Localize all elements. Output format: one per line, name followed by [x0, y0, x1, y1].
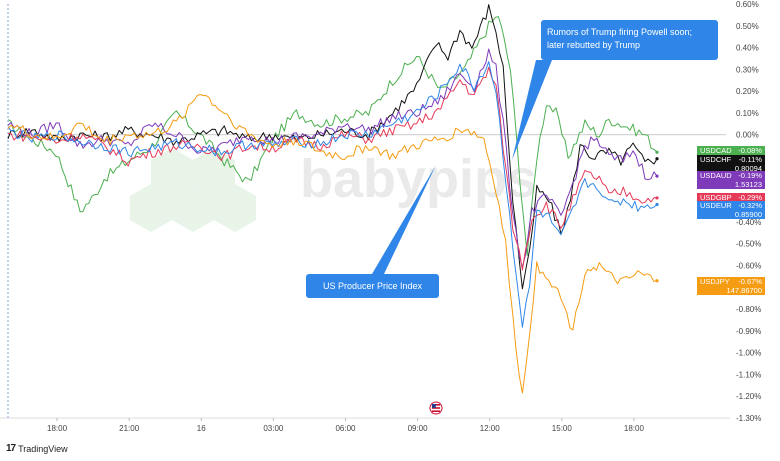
x-tick-label: 21:00 [119, 424, 140, 433]
tradingview-brand[interactable]: 17 TradingView [6, 443, 68, 454]
y-tick-label: 0.00% [736, 131, 759, 140]
series-tag-usdaud: USDAUD -0.19%1.53123 [697, 171, 765, 189]
series-tag-usdjpy: USDJPY -0.67%147.86700 [697, 277, 765, 295]
series-tag-usdeur: USDEUR -0.32%0.85900 [697, 201, 765, 219]
series-tag-price: 1.53123 [735, 180, 762, 189]
y-tick-label: -1.10% [736, 370, 761, 379]
series-line-usdchf[interactable] [7, 4, 658, 290]
series-tag-name: USDCHF [700, 155, 732, 164]
y-tick-label: -0.50% [736, 240, 761, 249]
y-tick-label: 0.20% [736, 87, 759, 96]
x-tick-label: 18:00 [624, 424, 645, 433]
y-tick-label: -1.20% [736, 392, 761, 401]
series-tag-usdcad: USDCAD -0.08% [697, 146, 765, 155]
series-line-usdcad[interactable] [7, 16, 658, 256]
series-tag-name: USDJPY [700, 277, 730, 286]
series-tag-usdchf: USDCHF -0.11%0.80094 [697, 155, 765, 173]
powell-annotation-line1: Rumors of Trump firing Powell soon; [547, 27, 692, 37]
x-tick-label: 12:00 [480, 424, 501, 433]
x-tick-label: 18:00 [47, 424, 68, 433]
us-flag-icon[interactable] [429, 401, 443, 415]
series-end-point-usdjpy [655, 279, 659, 283]
series-tag-value: -0.29% [738, 193, 762, 202]
series-tag-price: 0.80094 [735, 164, 762, 173]
series-tag-name: USDEUR [700, 201, 732, 210]
y-tick-label: 0.60% [736, 0, 759, 9]
y-tick-label: -0.60% [736, 261, 761, 270]
x-tick-label: 16 [197, 424, 206, 433]
y-tick-label: -0.80% [736, 305, 761, 314]
series-tag-name: USDAUD [700, 171, 732, 180]
series-end-point-usdeur [655, 202, 659, 207]
series-tag-value: -0.67% [738, 277, 762, 286]
series-tag-name: USDGBP [700, 193, 732, 202]
tradingview-logo-icon: 17 [6, 443, 16, 454]
y-tick-label: -1.30% [736, 414, 761, 423]
series-line-usdgbp[interactable] [7, 66, 658, 271]
x-tick-label: 09:00 [408, 424, 429, 433]
series-end-point-usdaud [655, 174, 659, 178]
ppi-annotation: US Producer Price Index [306, 165, 439, 298]
series-layer [7, 4, 659, 394]
y-tick-label: 0.50% [736, 22, 759, 31]
y-tick-label: -0.90% [736, 327, 761, 336]
series-end-point-usdcad [655, 150, 659, 154]
powell-annotation-line2: later rebutted by Trump [547, 40, 640, 50]
y-tick-label: 0.40% [736, 44, 759, 53]
series-tag-price: 147.86700 [727, 286, 762, 295]
series-tag-name: USDCAD [700, 146, 732, 155]
tradingview-label: TradingView [18, 443, 68, 454]
y-tick-label: 0.30% [736, 65, 759, 74]
y-tick-label: -0.40% [736, 218, 761, 227]
series-end-point-usdgbp [655, 196, 659, 200]
series-line-usdjpy[interactable] [7, 94, 658, 394]
y-tick-label: -1.00% [736, 349, 761, 358]
series-tag-value: -0.19% [738, 171, 762, 180]
x-tick-label: 03:00 [263, 424, 284, 433]
series-tag-value: -0.08% [738, 146, 762, 155]
series-line-usdaud[interactable] [7, 48, 658, 268]
series-tag-price: 0.85900 [735, 210, 762, 219]
series-line-usdeur[interactable] [7, 61, 658, 328]
x-tick-label: 15:00 [552, 424, 573, 433]
series-end-point-usdchf [655, 157, 659, 161]
ppi-annotation-text: US Producer Price Index [323, 281, 423, 291]
series-tag-usdgbp: USDGBP -0.29% [697, 193, 765, 202]
series-tag-value: -0.32% [738, 201, 762, 210]
x-axis-ticks: 18:00 21:00 16 03:00 06:00 09:00 12:00 15:00 18:… [47, 418, 644, 433]
series-tag-value: -0.11% [739, 155, 763, 164]
babypips-watermark: babypips [130, 148, 537, 232]
y-tick-label: 0.10% [736, 109, 759, 118]
x-tick-label: 06:00 [335, 424, 356, 433]
powell-annotation: Rumors of Trump firing Powell soon; late… [512, 20, 718, 160]
